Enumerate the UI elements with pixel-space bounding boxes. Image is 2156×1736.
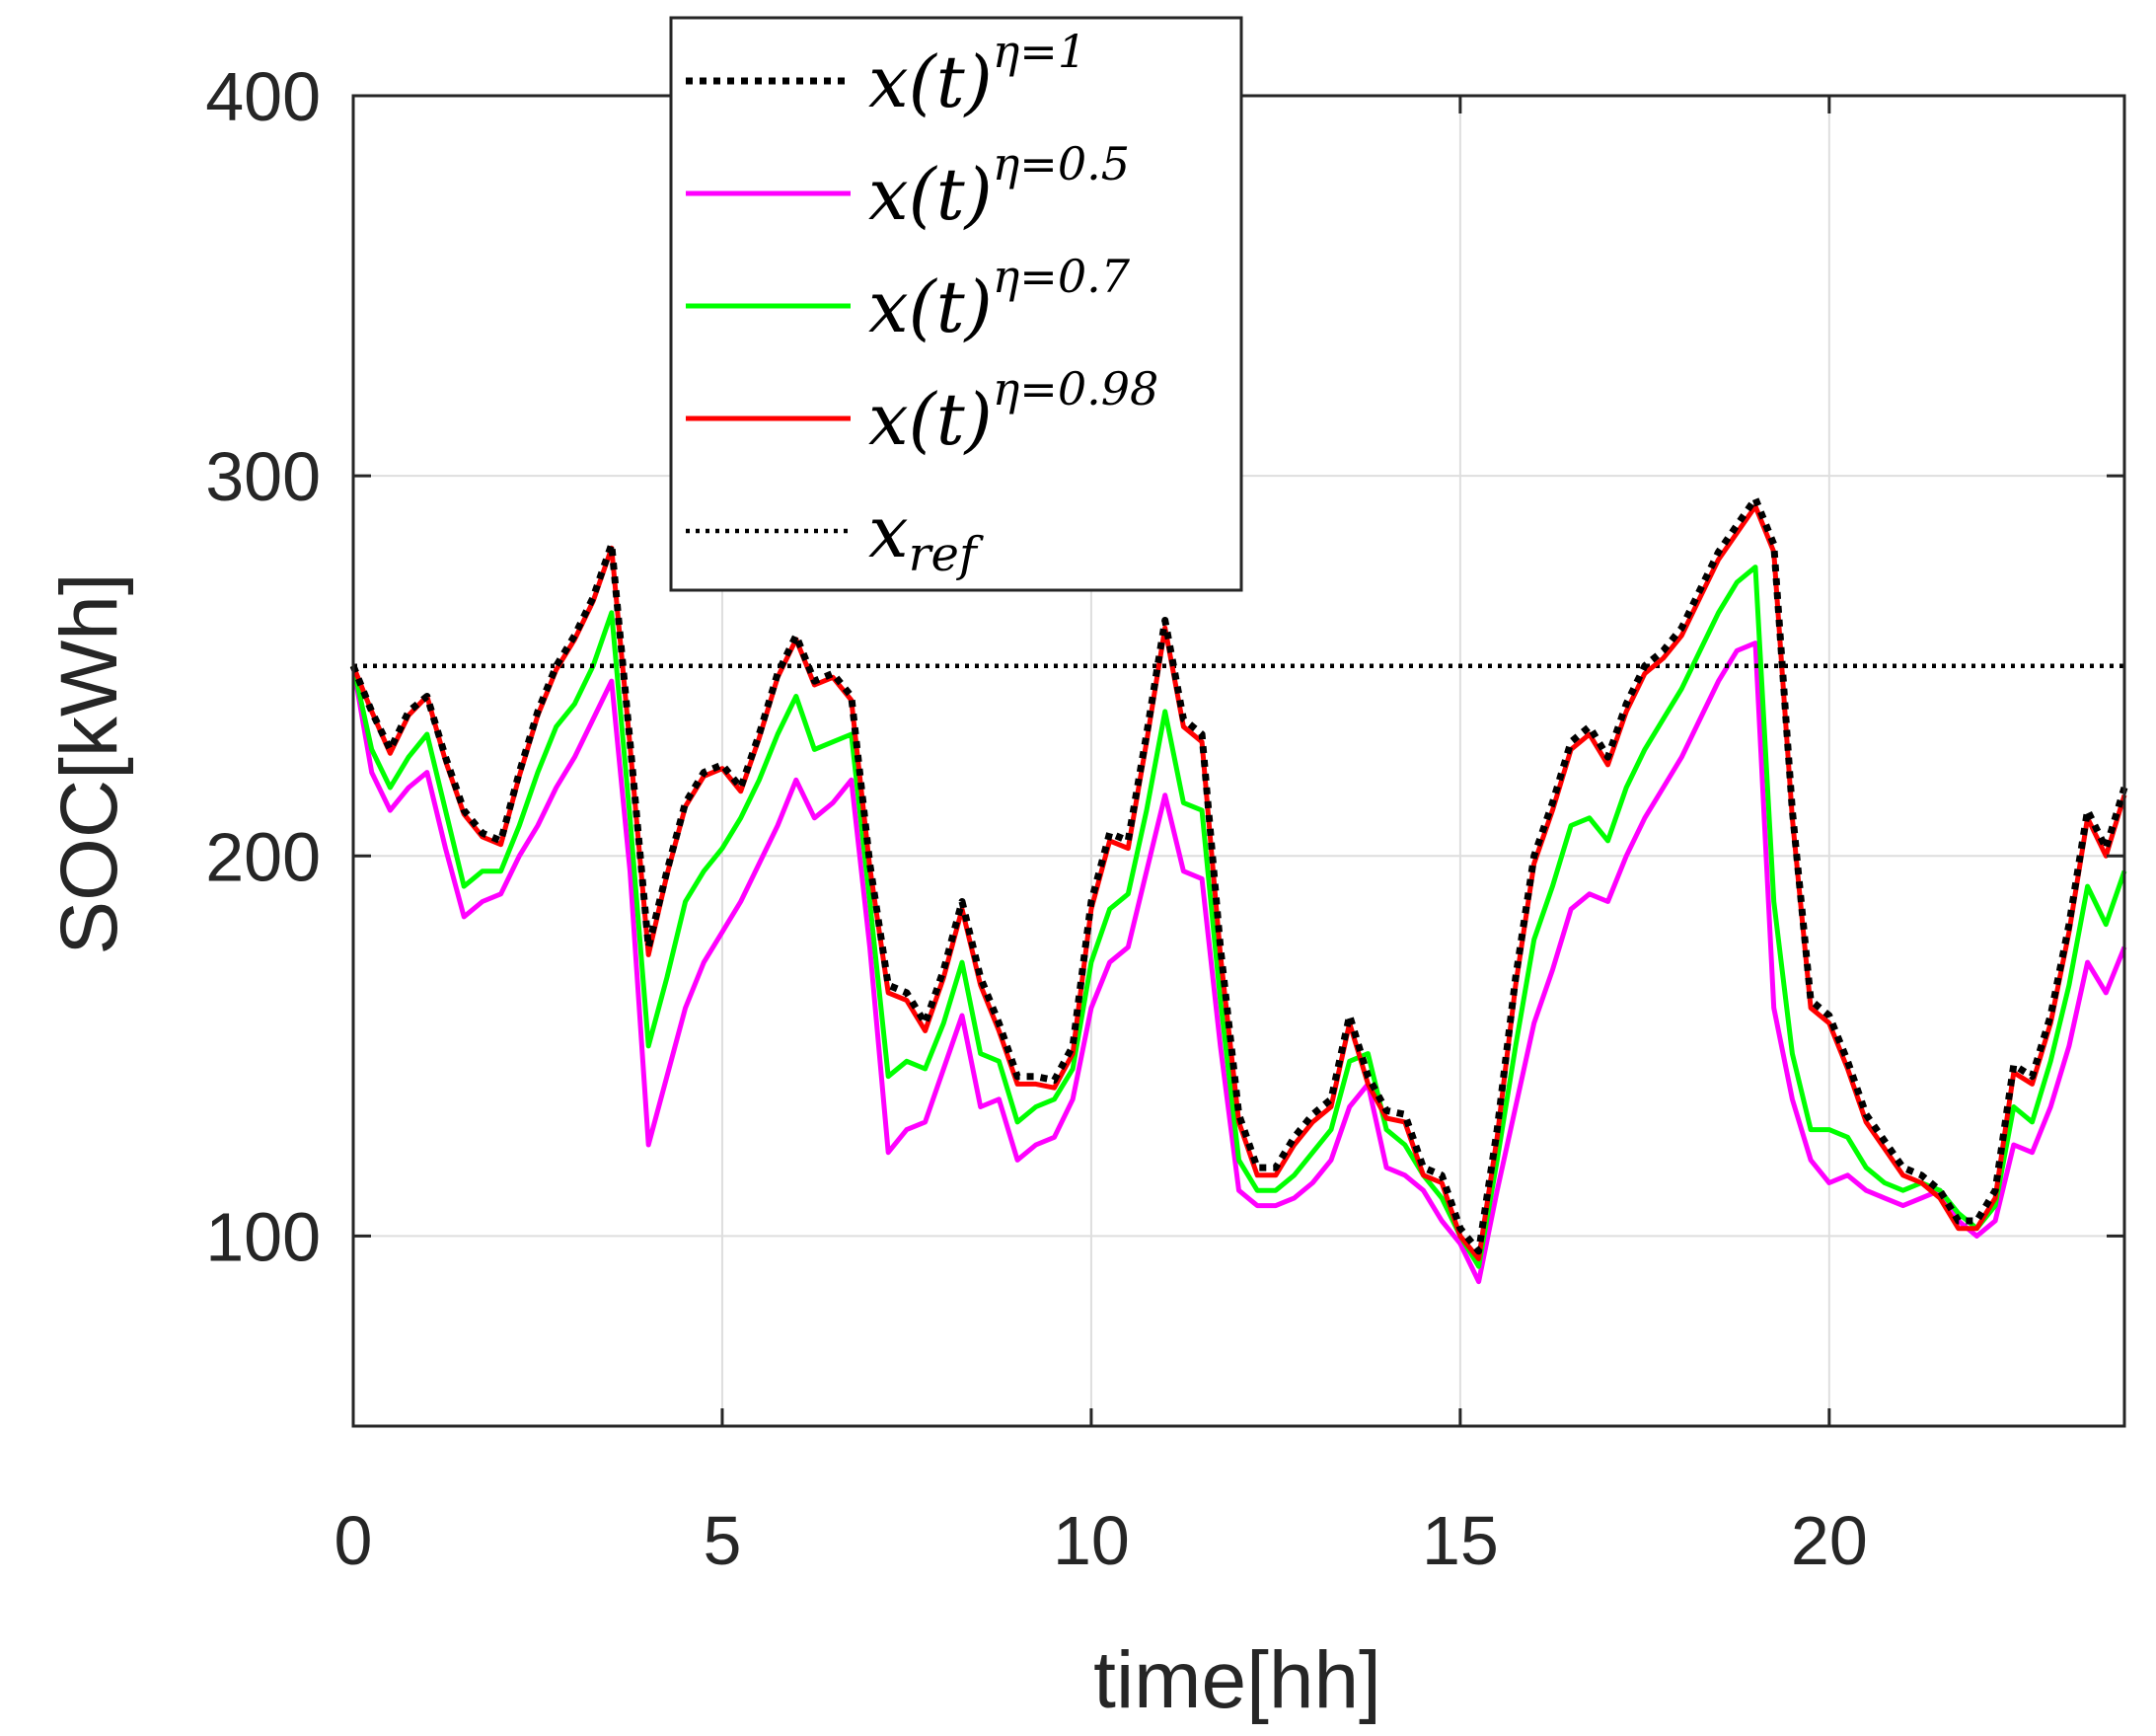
legend-label-superscript: η=0.5 [993, 137, 1130, 190]
plot-lines [349, 494, 2128, 1285]
axes: 0 5 10 15 20 100 200 300 400 [205, 58, 2126, 1579]
series-line-1 [350, 641, 2127, 1285]
x-tick-label-0: 0 [335, 1502, 373, 1579]
y-tick-label-2: 300 [205, 438, 321, 515]
legend-label-1: x(t)η=0.5 [868, 137, 1130, 236]
legend-label-superscript: η=1 [993, 25, 1086, 78]
legend-label-0: x(t)η=1 [868, 25, 1086, 123]
legend-label-base: x(t) [868, 265, 993, 348]
series-line-2 [350, 565, 2127, 1269]
legend-label-base: x [868, 491, 909, 573]
y-tick-label-1: 200 [205, 818, 321, 895]
y-tick-label-0: 100 [205, 1198, 321, 1275]
legend-label-subscript: ref [909, 527, 984, 582]
legend-label-superscript: η=0.98 [993, 362, 1159, 415]
x-tick-label-4: 20 [1791, 1502, 1868, 1579]
series-line-0 [349, 494, 2128, 1255]
legend-label-base: x(t) [868, 378, 993, 461]
x-axis-title: time[hh] [1093, 1635, 1381, 1725]
x-tick-label-3: 15 [1422, 1502, 1499, 1579]
legend-label-4: xref [868, 491, 984, 582]
legend-label-base: x(t) [868, 153, 993, 236]
legend-label-2: x(t)η=0.7 [868, 250, 1131, 348]
legend-label-superscript: η=0.7 [993, 250, 1131, 303]
x-tick-label-2: 10 [1053, 1502, 1130, 1579]
y-tick-label-3: 400 [205, 58, 321, 135]
x-tick-label-1: 5 [703, 1502, 741, 1579]
legend-label-base: x(t) [868, 40, 993, 123]
y-axis-title: SOC[kWh] [44, 572, 134, 954]
legend-label-3: x(t)η=0.98 [868, 362, 1158, 461]
